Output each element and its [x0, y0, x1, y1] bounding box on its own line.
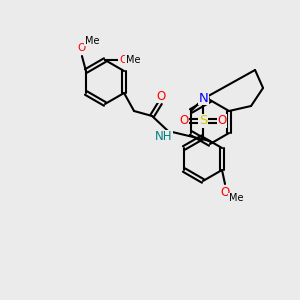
- Text: Me: Me: [85, 36, 99, 46]
- Text: O: O: [220, 185, 230, 199]
- Text: O: O: [217, 115, 226, 128]
- Text: O: O: [119, 55, 127, 65]
- Text: O: O: [156, 89, 166, 103]
- Text: N: N: [199, 92, 209, 104]
- Text: S: S: [199, 115, 207, 128]
- Text: O: O: [179, 115, 189, 128]
- Text: Me: Me: [229, 193, 243, 203]
- Text: Me: Me: [126, 55, 140, 65]
- Text: NH: NH: [155, 130, 173, 143]
- Text: O: O: [78, 43, 86, 53]
